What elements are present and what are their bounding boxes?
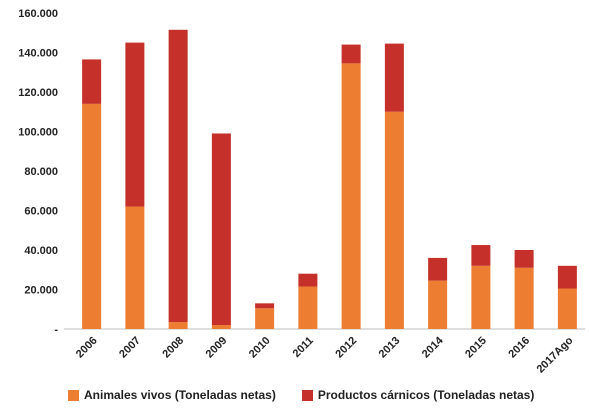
x-axis-tick-labels: 2006 2007 2008 2009 2010 2011 2012 2013 2014 2015…	[74, 334, 576, 376]
bar-animales-vivos-2009	[211, 325, 231, 329]
bar-animales-vivos-2016	[514, 267, 534, 329]
x-tick-label: 2015	[463, 335, 489, 361]
legend-label-animales: Animales vivos (Toneladas netas)	[84, 388, 276, 402]
y-tick-label: 80.000	[24, 166, 58, 178]
bar-productos-carnicos-2010	[255, 303, 275, 309]
bars-group	[82, 29, 577, 330]
bar-animales-vivos-2008	[168, 322, 188, 329]
legend-item-productos: Productos cárnicos (Toneladas netas)	[301, 388, 535, 402]
y-tick-label: -	[54, 324, 58, 336]
x-tick-label: 2007	[117, 335, 143, 361]
bar-productos-carnicos-2016	[514, 250, 534, 268]
y-tick-label: 120.000	[18, 87, 58, 99]
bar-productos-carnicos-2013	[384, 43, 404, 112]
bar-animales-vivos-2014	[428, 280, 448, 329]
y-tick-label: 160.000	[18, 8, 58, 20]
x-tick-label: 2012	[333, 335, 359, 361]
y-tick-label: 20.000	[24, 285, 58, 297]
x-tick-label: 2009	[204, 335, 230, 361]
x-tick-label: 2006	[74, 335, 100, 361]
bar-productos-carnicos-2014	[428, 257, 448, 281]
x-tick-label: 2014	[420, 334, 446, 360]
bar-animales-vivos-2010	[255, 308, 275, 329]
y-tick-label: 140.000	[18, 48, 58, 60]
y-tick-label: 40.000	[24, 245, 58, 257]
x-tick-label: 2011	[291, 335, 316, 360]
x-tick-label: 2010	[247, 335, 273, 361]
x-tick-label: 2013	[377, 335, 403, 361]
x-tick-label: 2016	[506, 335, 532, 361]
bar-productos-carnicos-2017Ago	[557, 265, 577, 289]
bar-animales-vivos-2012	[341, 63, 361, 330]
y-tick-label: 100.000	[18, 127, 58, 139]
bar-productos-carnicos-2009	[211, 133, 231, 326]
bar-productos-carnicos-2012	[341, 44, 361, 64]
bar-productos-carnicos-2008	[168, 29, 188, 323]
x-tick-label: 2017Ago	[535, 334, 576, 375]
x-tick-label: 2008	[160, 335, 186, 361]
bar-productos-carnicos-2015	[471, 245, 491, 266]
y-tick-label: 60.000	[24, 206, 58, 218]
bar-animales-vivos-2017Ago	[557, 288, 577, 329]
bar-productos-carnicos-2011	[298, 273, 318, 287]
bar-productos-carnicos-2006	[82, 59, 102, 104]
legend-item-animales: Animales vivos (Toneladas netas)	[68, 388, 276, 402]
legend-label-productos: Productos cárnicos (Toneladas netas)	[317, 388, 535, 402]
bar-animales-vivos-2015	[471, 265, 491, 329]
legend: Animales vivos (Toneladas netas) Product…	[68, 388, 534, 402]
y-axis-tick-labels: - 20.000 40.000 60.000 80.000 100.000 120.000 1…	[18, 8, 58, 336]
legend-swatch-productos	[301, 389, 313, 401]
bar-animales-vivos-2006	[82, 103, 102, 329]
legend-swatch-animales	[68, 389, 79, 401]
bar-productos-carnicos-2007	[125, 42, 145, 207]
bar-animales-vivos-2013	[384, 111, 404, 329]
bar-animales-vivos-2007	[125, 206, 145, 329]
bar-animales-vivos-2011	[298, 286, 318, 329]
